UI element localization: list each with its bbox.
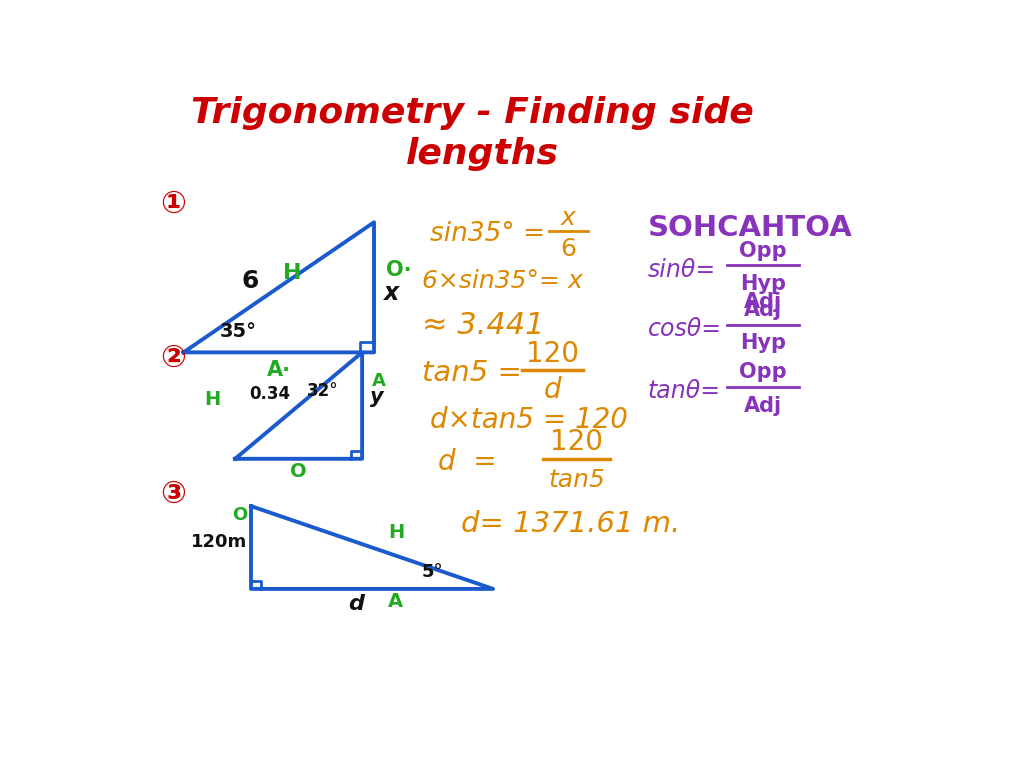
Text: ①: ①: [160, 190, 185, 219]
Text: sinθ=: sinθ=: [648, 257, 716, 282]
Text: Hyp: Hyp: [740, 333, 785, 353]
Text: A: A: [372, 372, 385, 389]
Text: Opp: Opp: [739, 362, 786, 382]
Text: 6: 6: [560, 237, 577, 261]
Text: x: x: [561, 206, 575, 230]
Text: Opp: Opp: [739, 240, 786, 260]
Text: d  =: d =: [437, 448, 497, 475]
Text: Trigonometry - Finding side: Trigonometry - Finding side: [191, 96, 755, 130]
Text: tanθ=: tanθ=: [648, 379, 721, 402]
Text: H: H: [388, 523, 404, 542]
Text: tan5: tan5: [548, 468, 605, 492]
Text: lengths: lengths: [406, 137, 559, 171]
Text: SOHCAHTOA: SOHCAHTOA: [648, 214, 853, 242]
Text: sin35° =: sin35° =: [430, 221, 545, 247]
Text: cosθ=: cosθ=: [648, 316, 722, 341]
Text: ≈ 3.441: ≈ 3.441: [422, 311, 544, 340]
Text: O·: O·: [386, 260, 412, 280]
Text: 0.34: 0.34: [250, 385, 291, 402]
Text: 35°: 35°: [219, 322, 256, 341]
Text: y: y: [370, 387, 384, 407]
Text: Adj: Adj: [743, 396, 782, 415]
Text: ③: ③: [160, 480, 185, 508]
Text: 32°: 32°: [306, 382, 338, 400]
Text: x: x: [384, 281, 398, 305]
Text: O: O: [291, 462, 307, 482]
Text: d: d: [544, 376, 561, 404]
Text: 120: 120: [550, 429, 603, 456]
Text: ②: ②: [160, 344, 185, 372]
Text: Hyp: Hyp: [740, 274, 785, 294]
Text: A·: A·: [267, 360, 291, 380]
Text: 120: 120: [526, 339, 580, 368]
Text: 5°: 5°: [422, 564, 443, 581]
Text: 120m: 120m: [190, 532, 247, 551]
Text: Adj: Adj: [743, 300, 782, 319]
Text: Adj: Adj: [743, 292, 782, 312]
Text: H: H: [283, 263, 301, 283]
Text: 6: 6: [242, 270, 259, 293]
Text: A: A: [388, 592, 403, 611]
Text: H: H: [205, 390, 221, 409]
Text: d: d: [348, 594, 365, 614]
Text: tan5 =: tan5 =: [422, 359, 521, 387]
Text: O: O: [231, 506, 247, 524]
Text: 6×sin35°= x: 6×sin35°= x: [422, 270, 583, 293]
Text: d×tan5 = 120: d×tan5 = 120: [430, 406, 628, 435]
Text: d= 1371.61 m.: d= 1371.61 m.: [461, 510, 681, 538]
